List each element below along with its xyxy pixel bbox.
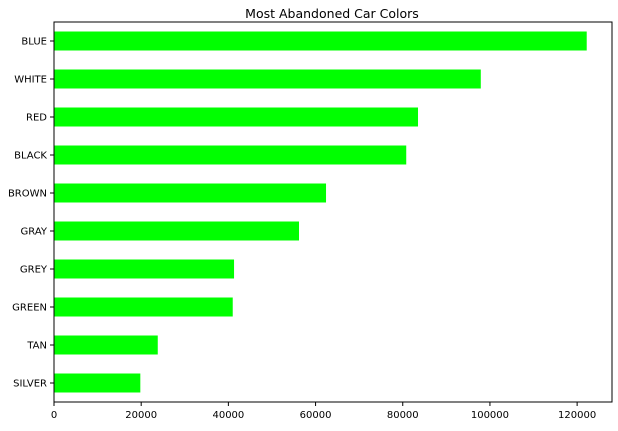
x-tick-label: 0 [51, 410, 57, 421]
y-tick-label: RED [26, 113, 47, 124]
y-tick-label: TAN [26, 341, 47, 352]
bar-tan [54, 335, 158, 355]
bar-silver [54, 373, 141, 393]
y-tick-label: GRAY [21, 227, 48, 238]
x-tick-label: 60000 [300, 410, 332, 421]
y-tick-label: WHITE [14, 75, 47, 86]
bar-brown [54, 183, 327, 203]
chart-title: Most Abandoned Car Colors [245, 6, 419, 21]
bars-layer [54, 31, 587, 393]
x-tick-label: 40000 [212, 410, 244, 421]
y-tick-label: BLACK [14, 151, 47, 162]
bar-green [54, 297, 233, 317]
bar-white [54, 69, 481, 89]
bar-gray [54, 221, 299, 241]
x-tick-label: 80000 [387, 410, 419, 421]
x-axis: 0 20000 40000 60000 80000 100000 120000 [51, 402, 596, 421]
bar-blue [54, 31, 587, 51]
bar-grey [54, 259, 235, 279]
x-tick-label: 100000 [471, 410, 509, 421]
x-tick-label: 20000 [125, 410, 157, 421]
y-tick-label: SILVER [13, 379, 47, 390]
y-tick-label: GREEN [12, 303, 47, 314]
x-tick-label: 120000 [558, 410, 596, 421]
y-axis: BLUE WHITE RED BLACK BROWN GRAY GREY GREEN TAN SI… [8, 37, 54, 390]
bar-black [54, 145, 407, 165]
plot-frame [53, 21, 613, 403]
y-tick-label: GREY [20, 265, 48, 276]
bar-red [54, 107, 419, 127]
y-tick-label: BLUE [21, 37, 47, 48]
y-tick-label: BROWN [8, 189, 47, 200]
